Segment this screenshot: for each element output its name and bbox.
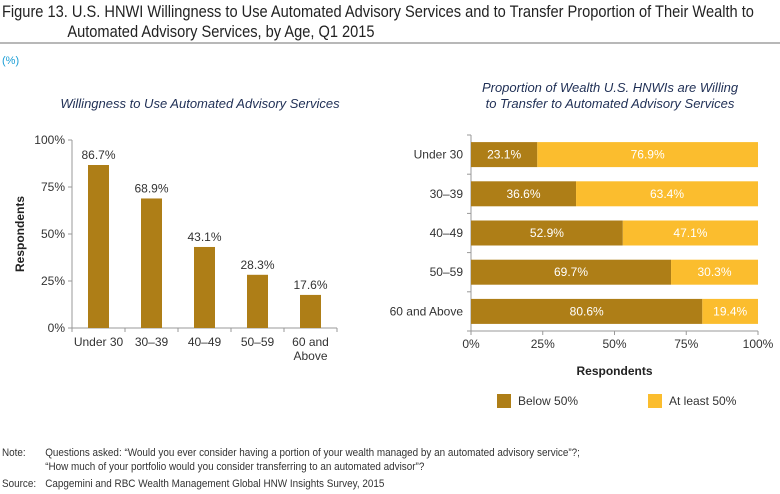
x-tick-label: 100% [743,337,774,351]
y-tick-label: 50% [41,227,65,241]
bar-value-label: 36.6% [507,187,541,201]
source-label: Source: [2,478,37,490]
bar-segment-at-least-50 [671,259,758,285]
bar-value-label: 80.6% [570,304,604,318]
bar-value-label: 47.1% [673,226,707,240]
bar-1 [88,165,109,328]
bar-value-label: 30.3% [698,265,732,279]
bar-value-label: 69.7% [554,265,588,279]
x-tick-label: 40–49 [188,335,222,349]
bar-segment-below-50 [471,142,538,168]
bar-2 [141,198,162,328]
right-chart-title: Proportion of Wealth U.S. HNWIs are Will… [440,80,780,112]
bar-value-label: 23.1% [487,148,521,162]
x-tick-label: Above [293,349,327,363]
x-axis-title: Respondents [576,364,652,378]
unit-label: (%) [2,55,20,67]
legend-swatch-at-least-50 [648,394,662,408]
right-chart-title-line2: to Transfer to Automated Advisory Servic… [485,96,735,111]
x-tick-label: 50–59 [241,335,275,349]
x-tick-label: 75% [674,337,698,351]
figure-title-line2: Automated Advisory Services, by Age, Q1 … [67,22,375,41]
bar-value-label: 28.3% [240,258,274,272]
x-tick-label: 60 and [292,335,329,349]
note-label: Note: [2,447,26,459]
bar-segment-below-50 [471,298,703,324]
bar-value-label: 17.6% [293,278,327,292]
bar-value-label: 86.7% [81,148,115,162]
bar-segment-below-50 [471,259,672,285]
bar-segment-at-least-50 [537,142,758,168]
y-tick-label: 60 and Above [390,304,464,318]
y-tick-label: 0% [48,321,66,335]
y-axis-title: Respondents [13,196,27,272]
y-tick-label: 100% [34,133,65,147]
x-tick-label: 30–39 [135,335,169,349]
note-line1: Questions asked: “Would you ever conside… [45,447,580,459]
bar-value-label: 63.4% [650,187,684,201]
bar-3 [194,246,215,328]
right-chart-title-line1: Proportion of Wealth U.S. HNWIs are Will… [481,80,739,95]
bar-5 [300,294,321,328]
title-divider [0,42,780,44]
bar-segment-at-least-50 [576,181,758,207]
notes-block: Note: Questions asked: “Would you ever co… [2,446,580,491]
y-tick-label: 25% [41,274,65,288]
y-tick-label: 50–59 [430,265,464,279]
bar-segment-below-50 [471,220,623,246]
bar-segment-at-least-50 [702,298,758,324]
y-tick-label: 40–49 [430,226,464,240]
legend-swatch-below-50 [497,394,511,408]
bar-value-label: 19.4% [713,304,747,318]
figure-title-line1: Figure 13. U.S. HNWI Willingness to Use … [2,2,754,21]
bar-value-label: 68.9% [134,181,168,195]
legend-label: At least 50% [669,394,737,408]
bar-segment-at-least-50 [622,220,758,246]
y-tick-label: Under 30 [414,148,464,162]
bar-value-label: 76.9% [631,148,665,162]
x-tick-label: Under 30 [74,335,124,349]
left-chart-title: Willingness to Use Automated Advisory Se… [60,96,340,111]
x-tick-label: 50% [602,337,626,351]
x-tick-label: 0% [462,337,480,351]
x-tick-label: 25% [531,337,555,351]
note-line2: “How much of your portfolio would you co… [45,461,425,473]
source-text: Capgemini and RBC Wealth Management Glob… [45,478,385,490]
bar-value-label: 52.9% [530,226,564,240]
figure-title: Figure 13. U.S. HNWI Willingness to Use … [2,2,754,42]
legend-label: Below 50% [518,394,578,408]
bar-segment-below-50 [471,181,577,207]
bar-4 [247,274,268,328]
y-tick-label: 75% [41,180,65,194]
bar-value-label: 43.1% [187,230,221,244]
y-tick-label: 30–39 [430,187,464,201]
